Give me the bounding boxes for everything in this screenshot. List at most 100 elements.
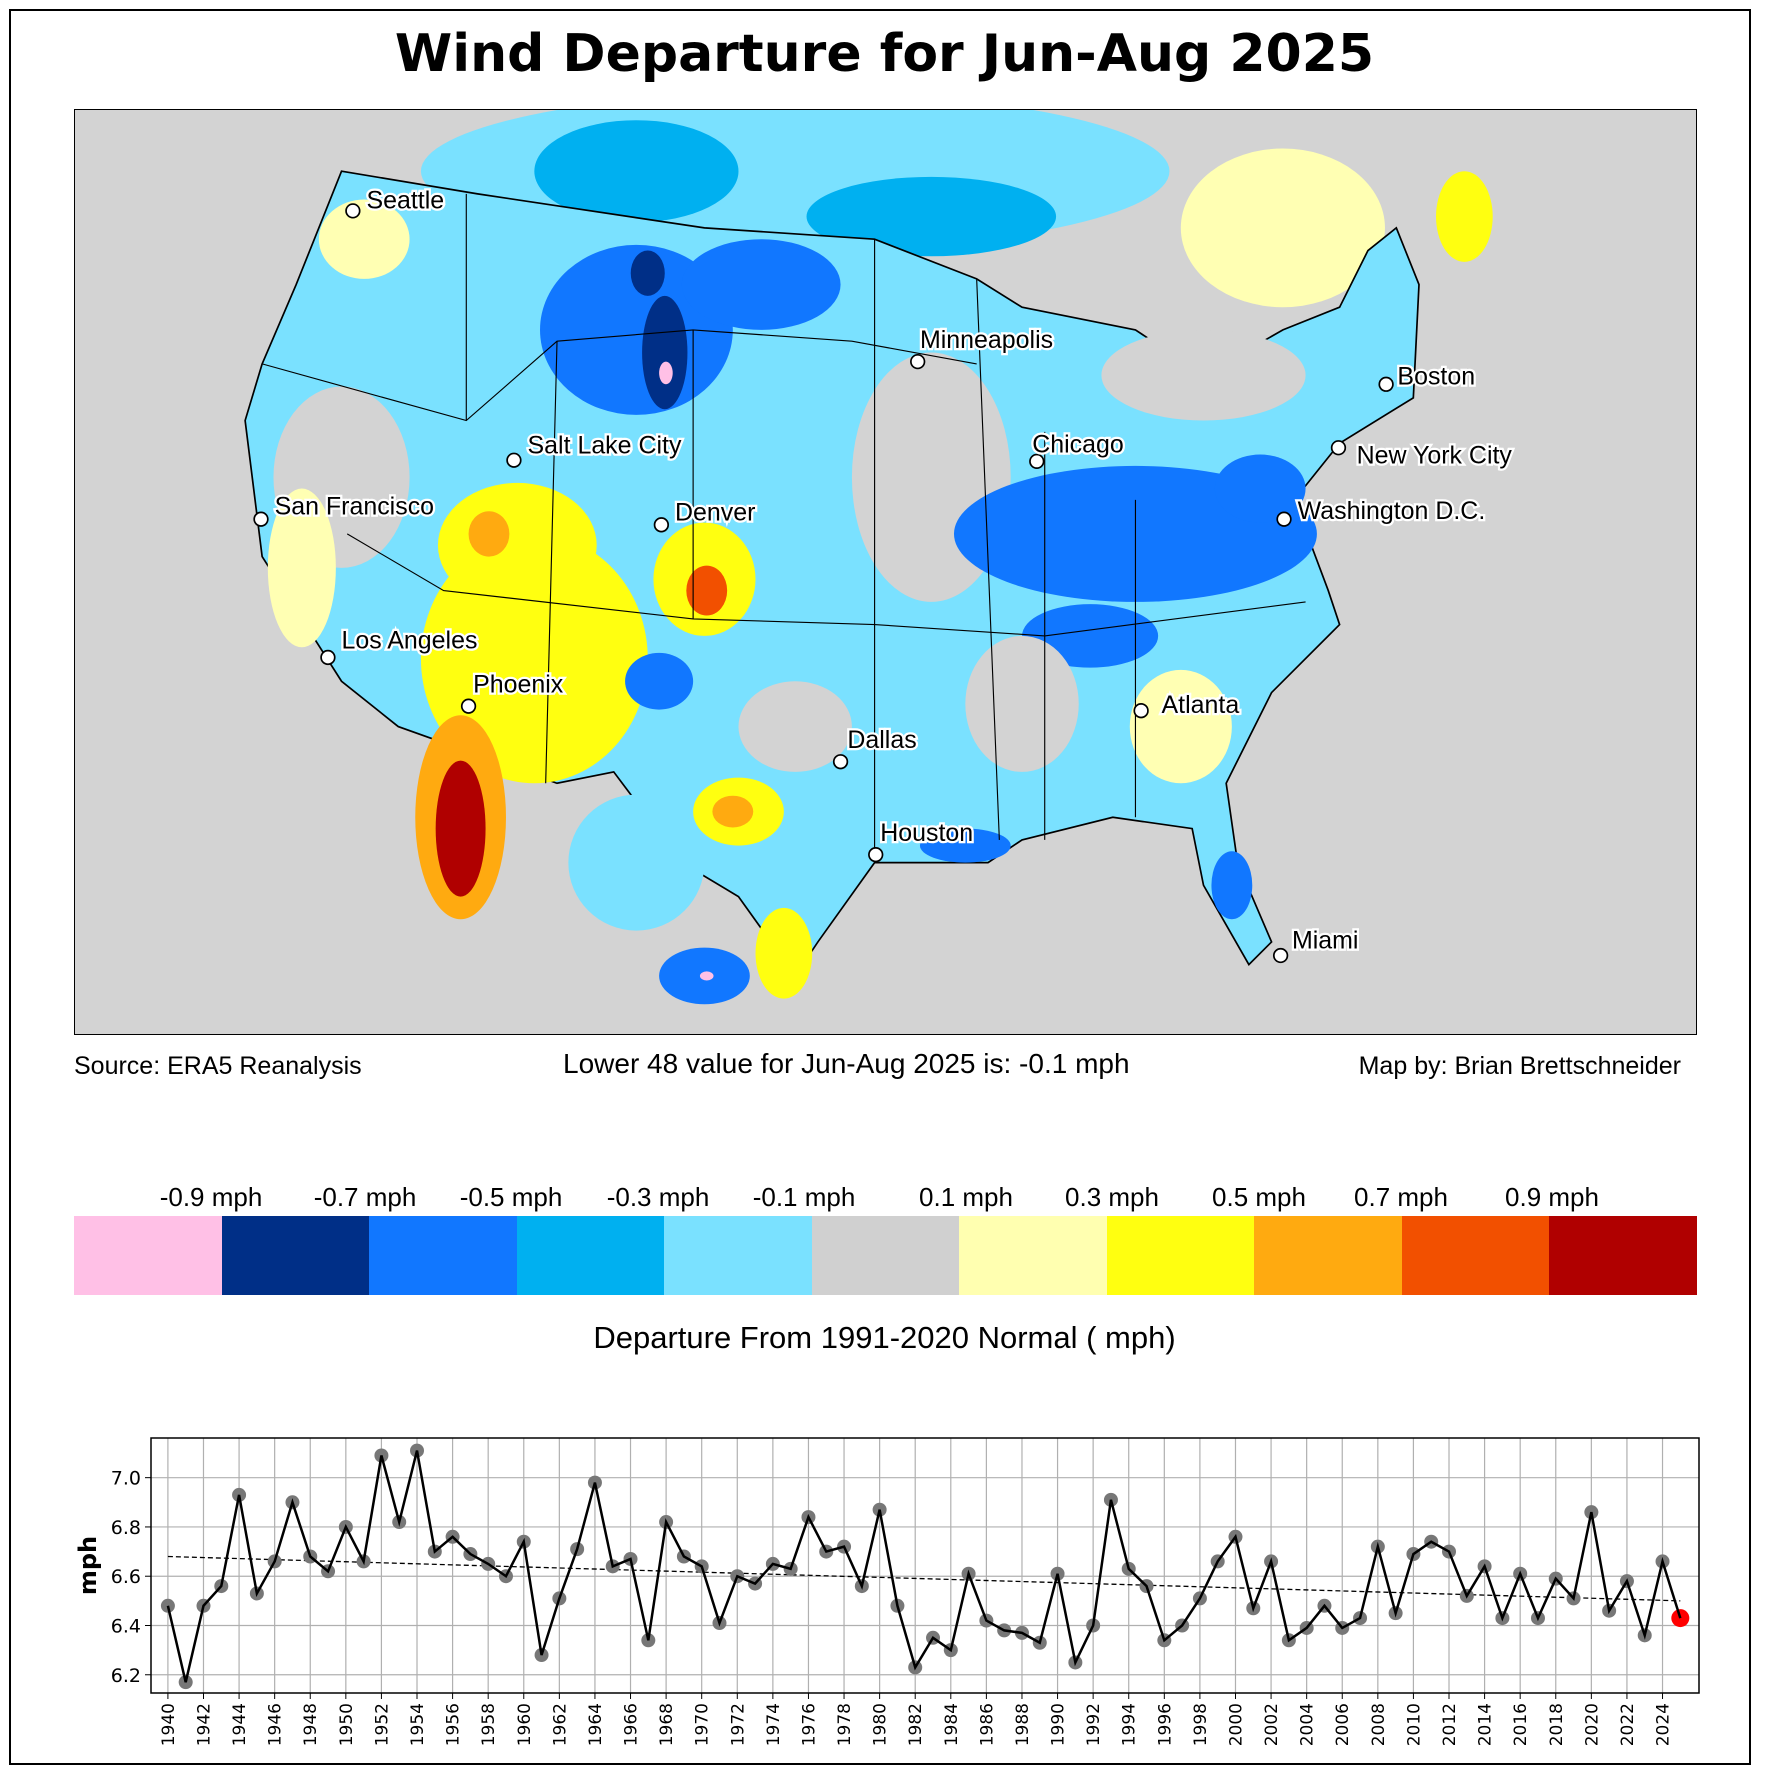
colorbar-swatch [811, 1216, 960, 1295]
svg-text:Salt Lake City: Salt Lake City [528, 431, 682, 459]
y-tick-label: 6.6 [111, 1566, 141, 1588]
colorbar-swatch [959, 1216, 1107, 1295]
x-tick-label: 2004 [1298, 1703, 1318, 1746]
colorbar-title: Departure From 1991-2020 Normal ( mph) [593, 1320, 1176, 1355]
city-marker: Phoenix [460, 668, 566, 714]
colorbar-tick-label: -0.3 mph [606, 1182, 710, 1212]
y-tick-label: 7.0 [111, 1468, 141, 1490]
colorbar-tick-label: 0.1 mph [919, 1182, 1013, 1212]
colorbar-swatch [1549, 1216, 1698, 1295]
svg-text:Phoenix: Phoenix [473, 671, 564, 699]
x-tick-label: 1950 [337, 1703, 357, 1746]
colorbar-swatch [1254, 1216, 1402, 1295]
page-title: Wind Departure for Jun-Aug 2025 [394, 24, 1375, 84]
x-tick-label: 2014 [1476, 1703, 1496, 1746]
city-marker: Chicago [1029, 428, 1126, 470]
x-tick-label: 1976 [799, 1703, 819, 1746]
x-tick-label: 1986 [977, 1703, 997, 1746]
x-tick-label: 1982 [906, 1703, 926, 1746]
svg-text:New York City: New York City [1357, 442, 1513, 470]
colorbar-tick-label: 0.9 mph [1505, 1182, 1599, 1212]
x-tick-label: 2024 [1654, 1703, 1674, 1746]
time-series-chart: 6.2 6.4 6.6 6.8 7.0 1940 1942 1944 1946 1948 1950 1… [74, 1437, 1700, 1746]
colorbar-tick-label: -0.9 mph [159, 1182, 263, 1212]
svg-text:Washington D.C.: Washington D.C. [1298, 497, 1486, 525]
svg-text:Miami: Miami [1292, 927, 1359, 955]
figure-frame [9, 9, 1751, 1765]
svg-text:Denver: Denver [675, 498, 755, 526]
source-label: Source: ERA5 Reanalysis [74, 1052, 362, 1080]
svg-text:Los Angeles: Los Angeles [342, 626, 478, 654]
colorbar-swatch [516, 1216, 665, 1295]
svg-text:Minneapolis: Minneapolis [920, 326, 1053, 354]
x-tick-label: 2020 [1582, 1703, 1602, 1746]
series-line [166, 1450, 1682, 1683]
x-tick-label: 1960 [515, 1703, 535, 1746]
city-marker: Denver [653, 496, 758, 533]
x-tick-label: 1978 [835, 1703, 855, 1746]
x-tick-label: 1944 [230, 1703, 250, 1746]
x-tick-label: 1948 [301, 1703, 321, 1746]
colorbar-tick-label: 0.5 mph [1212, 1182, 1306, 1212]
colorbar-swatch [369, 1216, 517, 1295]
x-tick-label: 1942 [194, 1703, 214, 1746]
plot-area-border [150, 1437, 1700, 1694]
credit-label: Map by: Brian Brettschneider [1358, 1052, 1681, 1080]
city-marker: Atlanta [1133, 689, 1242, 721]
lower48-summary: Lower 48 value for Jun-Aug 2025 is: -0.1… [563, 1048, 1130, 1079]
y-tick-label: 6.2 [111, 1665, 141, 1687]
y-axis-label: mph [74, 1536, 102, 1595]
trend-line [167, 1555, 1681, 1602]
x-tick-label: 2012 [1440, 1703, 1460, 1746]
x-tick-label: 1946 [266, 1703, 286, 1746]
x-tick-label: 1980 [871, 1703, 891, 1746]
x-tick-label: 1998 [1191, 1703, 1211, 1746]
svg-text:San Francisco: San Francisco [275, 493, 434, 521]
x-tick-label: 2002 [1262, 1703, 1282, 1746]
wind-departure-map: Seattle San Francisco Los Angeles Phoeni… [74, 109, 1697, 1035]
city-marker: Houston [868, 817, 975, 863]
x-tick-label: 1940 [159, 1703, 179, 1746]
colorbar-tick-label: -0.5 mph [459, 1182, 563, 1212]
svg-text:Dallas: Dallas [847, 726, 916, 754]
colorbar-tick-label: 0.3 mph [1065, 1182, 1159, 1212]
city-marker: Minneapolis [910, 324, 1055, 370]
x-tick-label: 1984 [942, 1703, 962, 1746]
colorbar [74, 1216, 1698, 1295]
x-tick-label: 2008 [1369, 1703, 1389, 1746]
city-marker: Washington D.C. [1276, 495, 1488, 527]
city-marker: Los Angeles [320, 624, 480, 666]
x-tick-label: 1964 [586, 1703, 606, 1746]
x-tick-label: 1970 [693, 1703, 713, 1746]
colorbar-swatch [1401, 1216, 1550, 1295]
x-tick-label: 2000 [1226, 1703, 1246, 1746]
x-tick-label: 2016 [1511, 1703, 1531, 1746]
x-tick-label: 2018 [1547, 1703, 1567, 1746]
x-tick-label: 1996 [1155, 1703, 1175, 1746]
x-tick-label: 1974 [764, 1703, 784, 1746]
x-tick-label: 1994 [1120, 1703, 1140, 1746]
data-point [160, 1598, 175, 1613]
colorbar-swatch [74, 1216, 222, 1295]
x-tick-label: 2006 [1333, 1703, 1353, 1746]
city-marker: Salt Lake City [506, 429, 684, 468]
colorbar-tick-label: -0.7 mph [313, 1182, 417, 1212]
city-marker: New York City [1330, 439, 1515, 472]
x-tick-label: 1954 [408, 1703, 428, 1746]
svg-text:Atlanta: Atlanta [1162, 691, 1240, 719]
y-tick-label: 6.8 [111, 1517, 141, 1539]
x-tick-label: 1992 [1084, 1703, 1104, 1746]
colorbar-swatch [221, 1216, 370, 1295]
colorbar-tick-label: -0.1 mph [752, 1182, 856, 1212]
city-marker: Seattle [345, 184, 446, 219]
x-tick-label: 1988 [1013, 1703, 1033, 1746]
x-tick-label: 1952 [372, 1703, 392, 1746]
city-marker: Miami [1272, 924, 1361, 964]
x-tick-label: 1962 [550, 1703, 570, 1746]
svg-text:Boston: Boston [1397, 362, 1475, 390]
x-tick-label: 2010 [1404, 1703, 1424, 1746]
city-marker: Dallas [832, 724, 919, 770]
y-tick-label: 6.4 [111, 1615, 141, 1637]
x-tick-label: 1966 [622, 1703, 642, 1746]
x-tick-label: 1972 [728, 1703, 748, 1746]
